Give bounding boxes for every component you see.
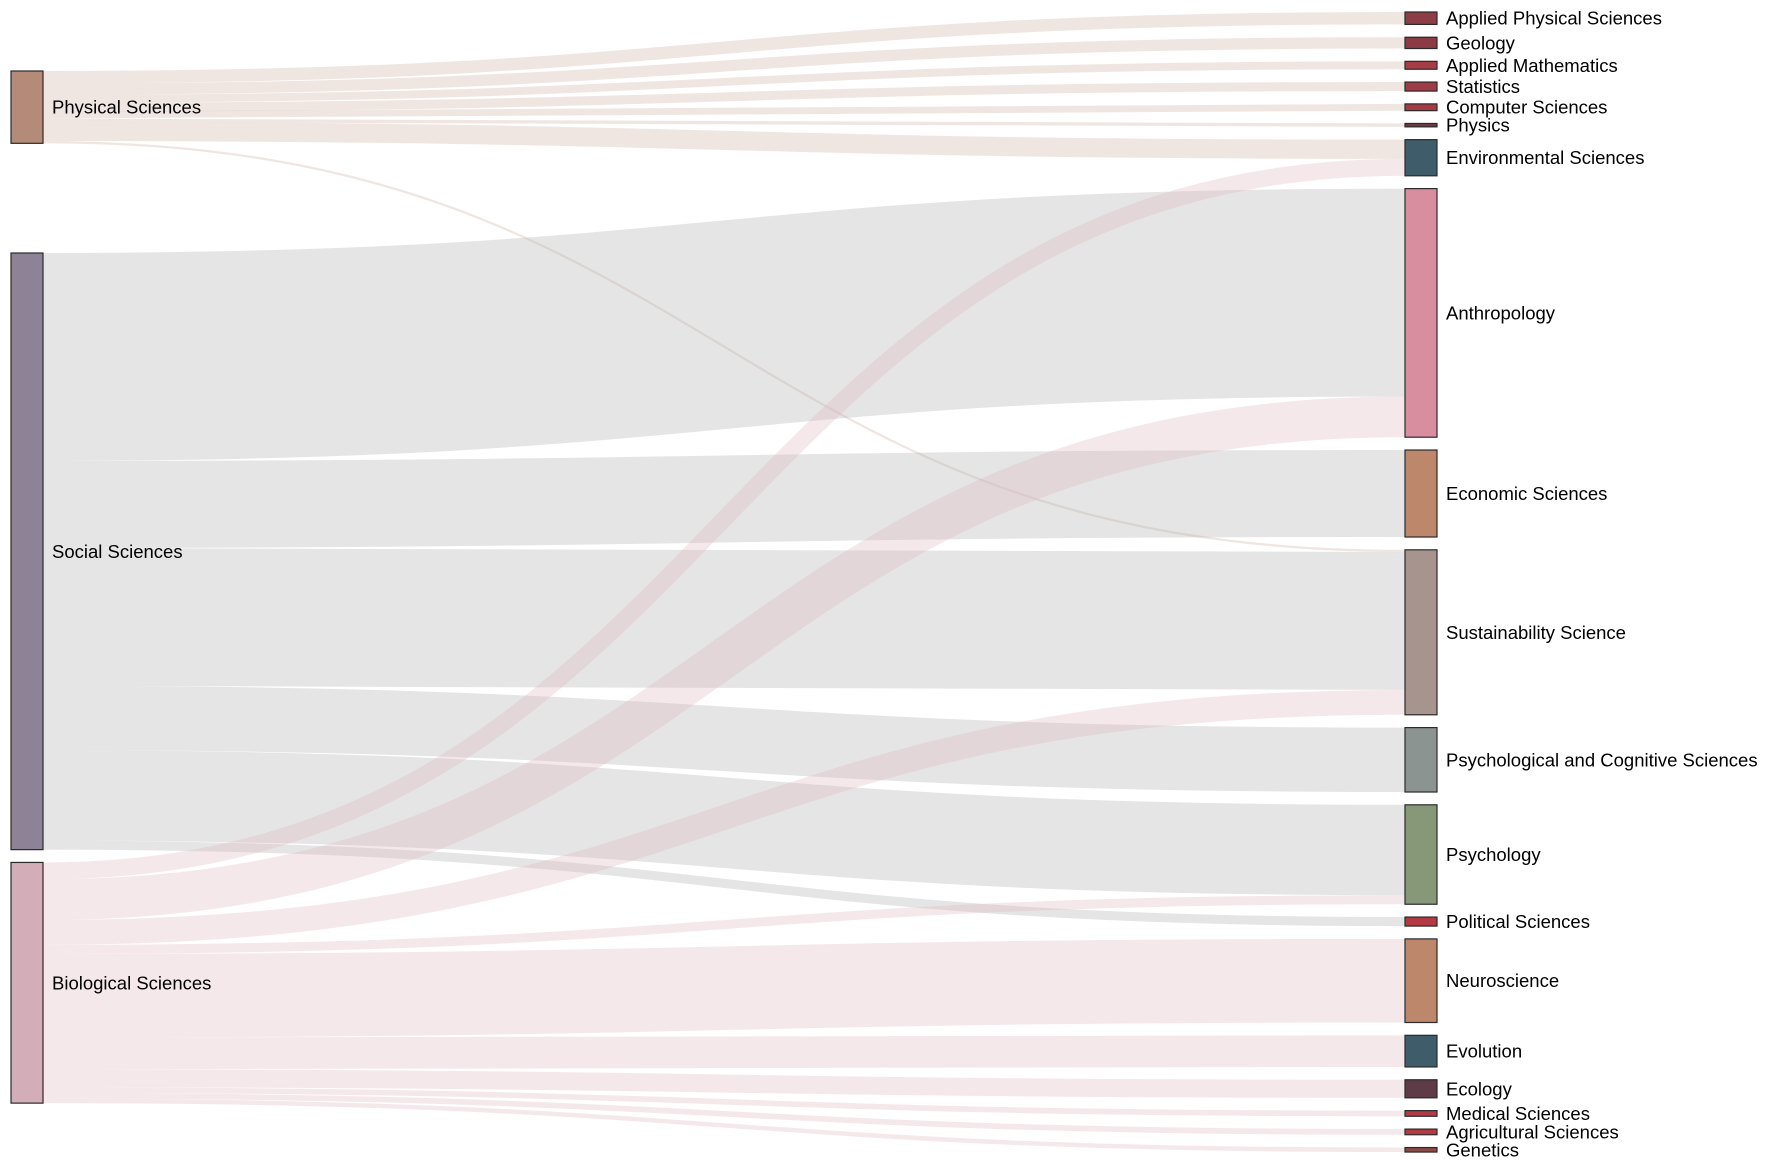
label-physics: Physics bbox=[1446, 115, 1510, 136]
label-neuroscience: Neuroscience bbox=[1446, 970, 1559, 991]
label-anthropology: Anthropology bbox=[1446, 302, 1556, 323]
link-biological-sciences-to-genetics bbox=[42, 1098, 1406, 1153]
label-ecology: Ecology bbox=[1446, 1078, 1513, 1099]
node-geology bbox=[1404, 36, 1438, 50]
node-economic-sciences bbox=[1404, 449, 1438, 538]
nodes-layer bbox=[10, 11, 1438, 1153]
link-physical-sciences-to-applied-mathematics bbox=[42, 61, 1406, 103]
node-evolution bbox=[1404, 1034, 1438, 1068]
label-agricultural-sciences: Agricultural Sciences bbox=[1446, 1121, 1619, 1142]
label-economic-sciences: Economic Sciences bbox=[1446, 483, 1607, 504]
link-biological-sciences-to-evolution bbox=[42, 1035, 1406, 1070]
node-computer-sciences bbox=[1404, 103, 1438, 112]
node-environmental-sciences bbox=[1404, 139, 1438, 177]
node-biological-sciences bbox=[10, 861, 44, 1104]
link-biological-sciences-to-environmental-sciences bbox=[42, 158, 1406, 880]
label-social-sciences: Social Sciences bbox=[52, 541, 183, 562]
node-neuroscience bbox=[1404, 938, 1438, 1024]
labels-layer: Physical Sciences Social Sciences Biologic… bbox=[52, 8, 1758, 1161]
link-biological-sciences-to-psychology bbox=[42, 895, 1406, 954]
link-physical-sciences-to-sustainability-science bbox=[42, 141, 1406, 553]
node-agricultural-sciences bbox=[1404, 1128, 1438, 1136]
link-biological-sciences-to-medical-sciences bbox=[42, 1087, 1406, 1117]
link-biological-sciences-to-sustainability-science bbox=[42, 689, 1406, 945]
label-psychological-and-cognitive-sciences: Psychological and Cognitive Sciences bbox=[1446, 749, 1758, 770]
node-anthropology bbox=[1404, 188, 1438, 438]
link-physical-sciences-to-geology bbox=[42, 37, 1406, 95]
node-statistics bbox=[1404, 81, 1438, 92]
label-medical-sciences: Medical Sciences bbox=[1446, 1103, 1590, 1124]
link-physical-sciences-to-statistics bbox=[42, 82, 1406, 112]
node-medical-sciences bbox=[1404, 1110, 1438, 1117]
link-biological-sciences-to-anthropology bbox=[42, 396, 1406, 921]
link-physical-sciences-to-environmental-sciences bbox=[42, 121, 1406, 159]
label-applied-physical-sciences: Applied Physical Sciences bbox=[1446, 8, 1662, 29]
label-geology: Geology bbox=[1446, 32, 1516, 53]
link-social-sciences-to-economic-sciences bbox=[42, 450, 1406, 548]
node-ecology bbox=[1404, 1079, 1438, 1099]
node-applied-physical-sciences bbox=[1404, 11, 1438, 26]
label-sustainability-science: Sustainability Science bbox=[1446, 622, 1626, 643]
link-social-sciences-to-psychology bbox=[42, 750, 1406, 896]
links-layer bbox=[42, 12, 1406, 1153]
label-evolution: Evolution bbox=[1446, 1041, 1522, 1062]
node-physical-sciences bbox=[10, 70, 44, 144]
link-physical-sciences-to-applied-physical-sciences bbox=[42, 12, 1406, 84]
label-psychology: Psychology bbox=[1446, 844, 1541, 865]
node-psychology bbox=[1404, 804, 1438, 905]
link-biological-sciences-to-ecology bbox=[42, 1069, 1406, 1098]
node-physics bbox=[1404, 122, 1438, 128]
link-social-sciences-to-psychological-and-cognitive-sciences bbox=[42, 685, 1406, 793]
label-physical-sciences: Physical Sciences bbox=[52, 97, 201, 118]
node-political-sciences bbox=[1404, 916, 1438, 927]
label-statistics: Statistics bbox=[1446, 76, 1520, 97]
node-sustainability-science bbox=[1404, 549, 1438, 716]
node-social-sciences bbox=[10, 252, 44, 851]
link-biological-sciences-to-agricultural-sciences bbox=[42, 1092, 1406, 1135]
label-political-sciences: Political Sciences bbox=[1446, 911, 1590, 932]
link-physical-sciences-to-computer-sciences bbox=[42, 103, 1406, 119]
link-physical-sciences-to-physics bbox=[42, 118, 1406, 127]
link-social-sciences-to-political-sciences bbox=[42, 840, 1406, 927]
node-psychological-and-cognitive-sciences bbox=[1404, 726, 1438, 793]
label-genetics: Genetics bbox=[1446, 1139, 1519, 1160]
node-applied-mathematics bbox=[1404, 60, 1438, 70]
link-social-sciences-to-sustainability-science bbox=[42, 547, 1406, 690]
node-genetics bbox=[1404, 1146, 1438, 1153]
label-computer-sciences: Computer Sciences bbox=[1446, 97, 1607, 118]
label-biological-sciences: Biological Sciences bbox=[52, 972, 211, 993]
label-applied-mathematics: Applied Mathematics bbox=[1446, 55, 1618, 76]
link-social-sciences-to-anthropology bbox=[42, 188, 1406, 461]
link-biological-sciences-to-neuroscience bbox=[42, 938, 1406, 1038]
label-environmental-sciences: Environmental Sciences bbox=[1446, 147, 1644, 168]
